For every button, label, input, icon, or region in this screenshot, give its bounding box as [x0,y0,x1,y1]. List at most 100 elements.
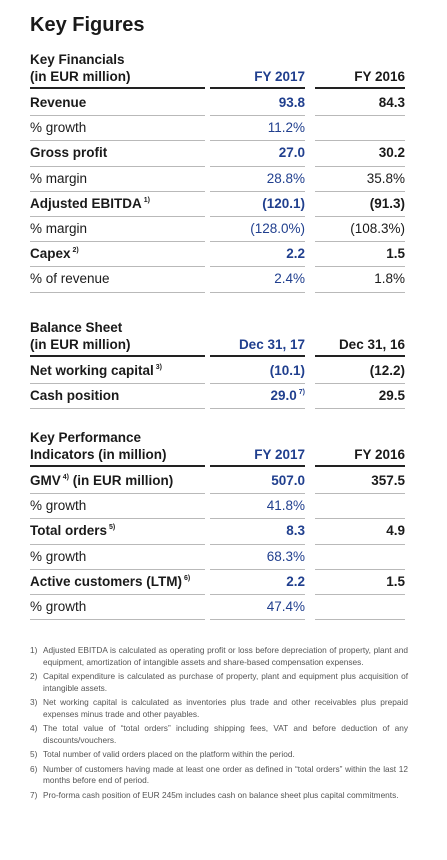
value-text: 41.8% [266,498,305,514]
column-header: FY 2016 [354,447,405,462]
row-rule [315,165,405,167]
cell-value: 2.2 [210,574,305,589]
row-rule [210,568,305,570]
section-heading: (in EUR million) [30,69,131,84]
cell-value: 30.2 [315,145,405,160]
row-rule [315,594,405,595]
row-rule [210,266,305,268]
value-text: (10.1) [269,363,305,378]
value-text: 68.3% [266,548,305,564]
cell-value: (120.1) [210,196,305,211]
footnote-marker: 5) [30,749,38,759]
row-label: % growth [30,599,86,614]
section-heading: Key Financials [30,52,125,67]
row-rule [30,568,205,570]
row-rule [210,115,305,117]
value-text: (108.3%) [350,221,405,236]
row-rule [210,493,305,495]
label-text: % growth [30,120,87,136]
cell-value: 2.4% [210,271,305,286]
cell-value: 8.3 [210,523,305,538]
label-text: % margin [30,221,88,236]
value-text: 1.8% [374,271,405,287]
row-rule [30,115,205,117]
cell-value: 47.4% [210,599,305,614]
value-text: 29.5 [378,388,405,404]
header-rule [210,87,305,89]
cell-value: 68.3% [210,549,305,564]
row-label: Active customers (LTM) 6) [30,574,190,589]
row-rule [210,408,305,410]
footnote-text: The total value of “total orders” includ… [43,723,408,745]
row-label: GMV 4) (in EUR million) [30,473,173,488]
header-rule [30,355,205,357]
column-header: FY 2017 [254,69,305,84]
section-heading: Balance Sheet [30,320,123,335]
label-text: % growth [30,498,87,514]
footnote-ref: 3) [155,364,163,371]
label-text: % of revenue [30,271,110,287]
row-rule [315,383,405,385]
value-text: 357.5 [371,473,405,488]
row-rule [30,266,205,268]
cell-value: 1.8% [315,271,405,286]
cell-value: 27.0 [210,145,305,160]
footnote-ref: 4) [62,474,69,481]
value-text: 1.5 [386,246,405,262]
row-rule [210,190,305,192]
label-text: % margin [30,170,88,186]
label-text: Gross profit [30,145,108,161]
row-rule [315,568,405,570]
footnote: 1) Adjusted EBITDA is calculated as opera… [30,645,408,668]
row-rule [315,190,405,192]
value-text: (120.1) [262,195,305,211]
row-rule [315,216,405,217]
value-text: 29.0 [270,388,297,404]
row-rule [210,216,305,217]
value-text: 2.4% [274,271,305,287]
page-title: Key Figures [30,14,145,36]
row-rule [315,241,405,243]
section-heading: Key Performance [30,430,142,445]
row-rule [315,115,405,117]
footnote: 3) Net working capital is calculated as i… [30,697,408,720]
row-label: Capex 2) [30,246,79,261]
row-rule [30,165,205,167]
cell-value: 2.2 [210,246,305,261]
footnote-ref: 2) [72,247,79,255]
row-rule [315,140,405,142]
footnote-ref: 1) [143,196,150,204]
row-rule [210,518,305,520]
row-rule [315,408,405,410]
cell-value: 84.3 [315,95,405,110]
cell-value: (91.3) [315,196,405,211]
footnote-text: Adjusted EBITDA is calculated as operati… [43,645,408,667]
label-text: Revenue [30,95,87,110]
value-text: 1.5 [386,573,405,589]
row-rule [30,383,205,385]
label-text: Net working capital [30,363,154,378]
value-text: 35.8% [366,170,405,186]
footnote-ref: 7) [298,389,305,397]
footnote-marker: 7) [30,789,38,800]
footnote-marker: 2) [30,671,38,681]
footnote: 7) Pro-forma cash position of EUR 245m in… [30,790,408,802]
footnote: 5) Total number of valid orders placed on… [30,749,408,761]
value-text: 47.4% [266,599,305,614]
row-rule [315,291,405,293]
column-header: Dec 31, 17 [238,337,305,352]
cell-value: 93.8 [210,95,305,110]
row-label: % growth [30,549,86,564]
label-text: (in EUR million) [69,473,174,488]
label-text: Total orders [30,523,108,539]
label-text: % growth [30,548,87,564]
value-text: (12.2) [369,363,405,378]
footnote-marker: 6) [30,763,38,774]
header-rule [30,87,205,89]
row-rule [30,518,205,520]
footnote-ref: 5) [109,524,116,532]
footnote: 2) Capital expenditure is calculated as p… [30,671,408,694]
value-text: 2.2 [286,573,305,589]
value-text: 4.9 [386,523,405,539]
